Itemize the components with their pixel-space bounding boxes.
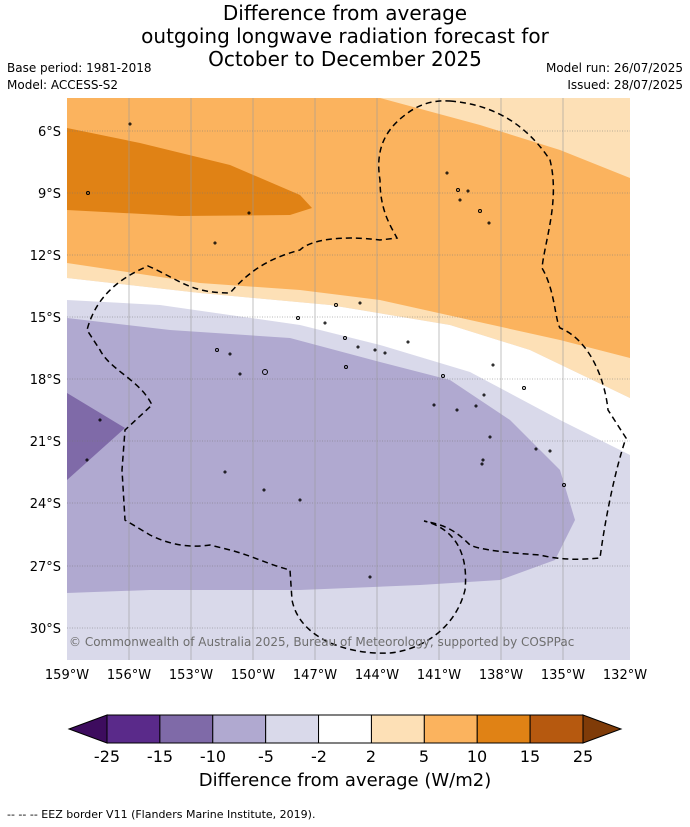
title-line-3: October to December 2025 <box>208 47 482 71</box>
lon-label: 135°W <box>541 668 585 683</box>
colorbar-tick: -5 <box>258 747 274 766</box>
colorbar-over-arrow <box>582 714 623 744</box>
lat-label: 18°S <box>30 373 61 388</box>
colorbar-tick: 25 <box>573 747 593 766</box>
lat-label: 12°S <box>30 249 61 264</box>
band-minus15-minus10 <box>67 393 125 480</box>
lat-label: 21°S <box>30 435 61 450</box>
colorbar-tick: 5 <box>419 747 429 766</box>
colorbar-segment <box>318 714 372 744</box>
lon-label: 156°W <box>107 668 151 683</box>
lat-label: 27°S <box>30 560 61 575</box>
issued-date: Issued: 28/07/2025 <box>567 78 683 92</box>
copyright-notice: © Commonwealth of Australia 2025, Bureau… <box>69 635 574 649</box>
lon-label: 150°W <box>231 668 275 683</box>
colorbar-segment <box>476 714 531 744</box>
colorbar-segment <box>106 714 161 744</box>
meta-right: Model run: 26/07/2025 Issued: 28/07/2025 <box>546 60 683 94</box>
latitude-labels: 6°S 9°S 12°S 15°S 18°S 21°S 24°S 27°S 30… <box>30 125 61 637</box>
colorbar-tick: 2 <box>366 747 376 766</box>
colorbar-under-arrow <box>67 714 108 744</box>
lat-label: 30°S <box>30 622 61 637</box>
lon-label: 132°W <box>603 668 647 683</box>
band-10-15 <box>67 128 312 216</box>
colorbar-segment <box>159 714 214 744</box>
title-line-2: outgoing longwave radiation forecast for <box>141 24 549 48</box>
colorbar-segment <box>212 714 267 744</box>
colorbar-tick: -2 <box>311 747 327 766</box>
eez-border <box>86 100 627 654</box>
colorbar-tick: 15 <box>520 747 540 766</box>
lon-label: 147°W <box>293 668 337 683</box>
lon-label: 138°W <box>479 668 523 683</box>
colorbar-tick: -25 <box>94 747 120 766</box>
colorbar-segments <box>106 714 584 744</box>
lon-label: 144°W <box>355 668 399 683</box>
eez-legend: -- -- -- EEZ border V11 (Flanders Marine… <box>7 808 316 821</box>
colorbar-tick: -15 <box>147 747 173 766</box>
colorbar-tick-labels: -25 -15 -10 -5 -2 2 5 10 15 25 <box>94 747 593 766</box>
lat-label: 9°S <box>38 187 61 202</box>
colorbar: -25 -15 -10 -5 -2 2 5 10 15 25 <box>67 714 623 766</box>
band-minus2-plus2 <box>67 278 630 455</box>
lat-label: 6°S <box>38 125 61 140</box>
lat-label: 24°S <box>30 497 61 512</box>
model-name: Model: ACCESS-S2 <box>7 78 119 92</box>
band-minus10-minus5 <box>67 318 575 593</box>
longitude-labels: 159°W 156°W 153°W 150°W 147°W 144°W 141°… <box>45 668 647 683</box>
lon-label: 141°W <box>417 668 461 683</box>
anomaly-field: © Commonwealth of Australia 2025, Bureau… <box>67 98 630 660</box>
title-line-1: Difference from average <box>222 1 468 25</box>
lon-label: 153°W <box>169 668 213 683</box>
colorbar-segment <box>370 714 425 744</box>
meta-left: Base period: 1981-2018 Model: ACCESS-S2 <box>7 60 152 94</box>
colorbar-label: Difference from average (W/m2) <box>198 770 492 791</box>
base-period: Base period: 1981-2018 <box>7 61 152 75</box>
colorbar-segment <box>265 714 320 744</box>
colorbar-tick: -10 <box>200 747 226 766</box>
colorbar-segment <box>423 714 478 744</box>
colorbar-tick: 10 <box>467 747 487 766</box>
lat-label: 15°S <box>30 311 61 326</box>
lon-label: 159°W <box>45 668 89 683</box>
colorbar-segment <box>529 714 584 744</box>
model-run: Model run: 26/07/2025 <box>545 61 683 75</box>
islands <box>85 122 566 579</box>
map-title: Difference from average outgoing longwav… <box>0 2 690 71</box>
